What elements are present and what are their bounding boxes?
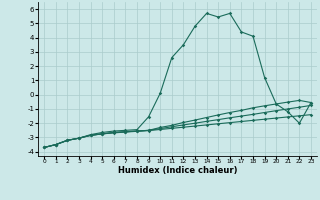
X-axis label: Humidex (Indice chaleur): Humidex (Indice chaleur) <box>118 166 237 175</box>
